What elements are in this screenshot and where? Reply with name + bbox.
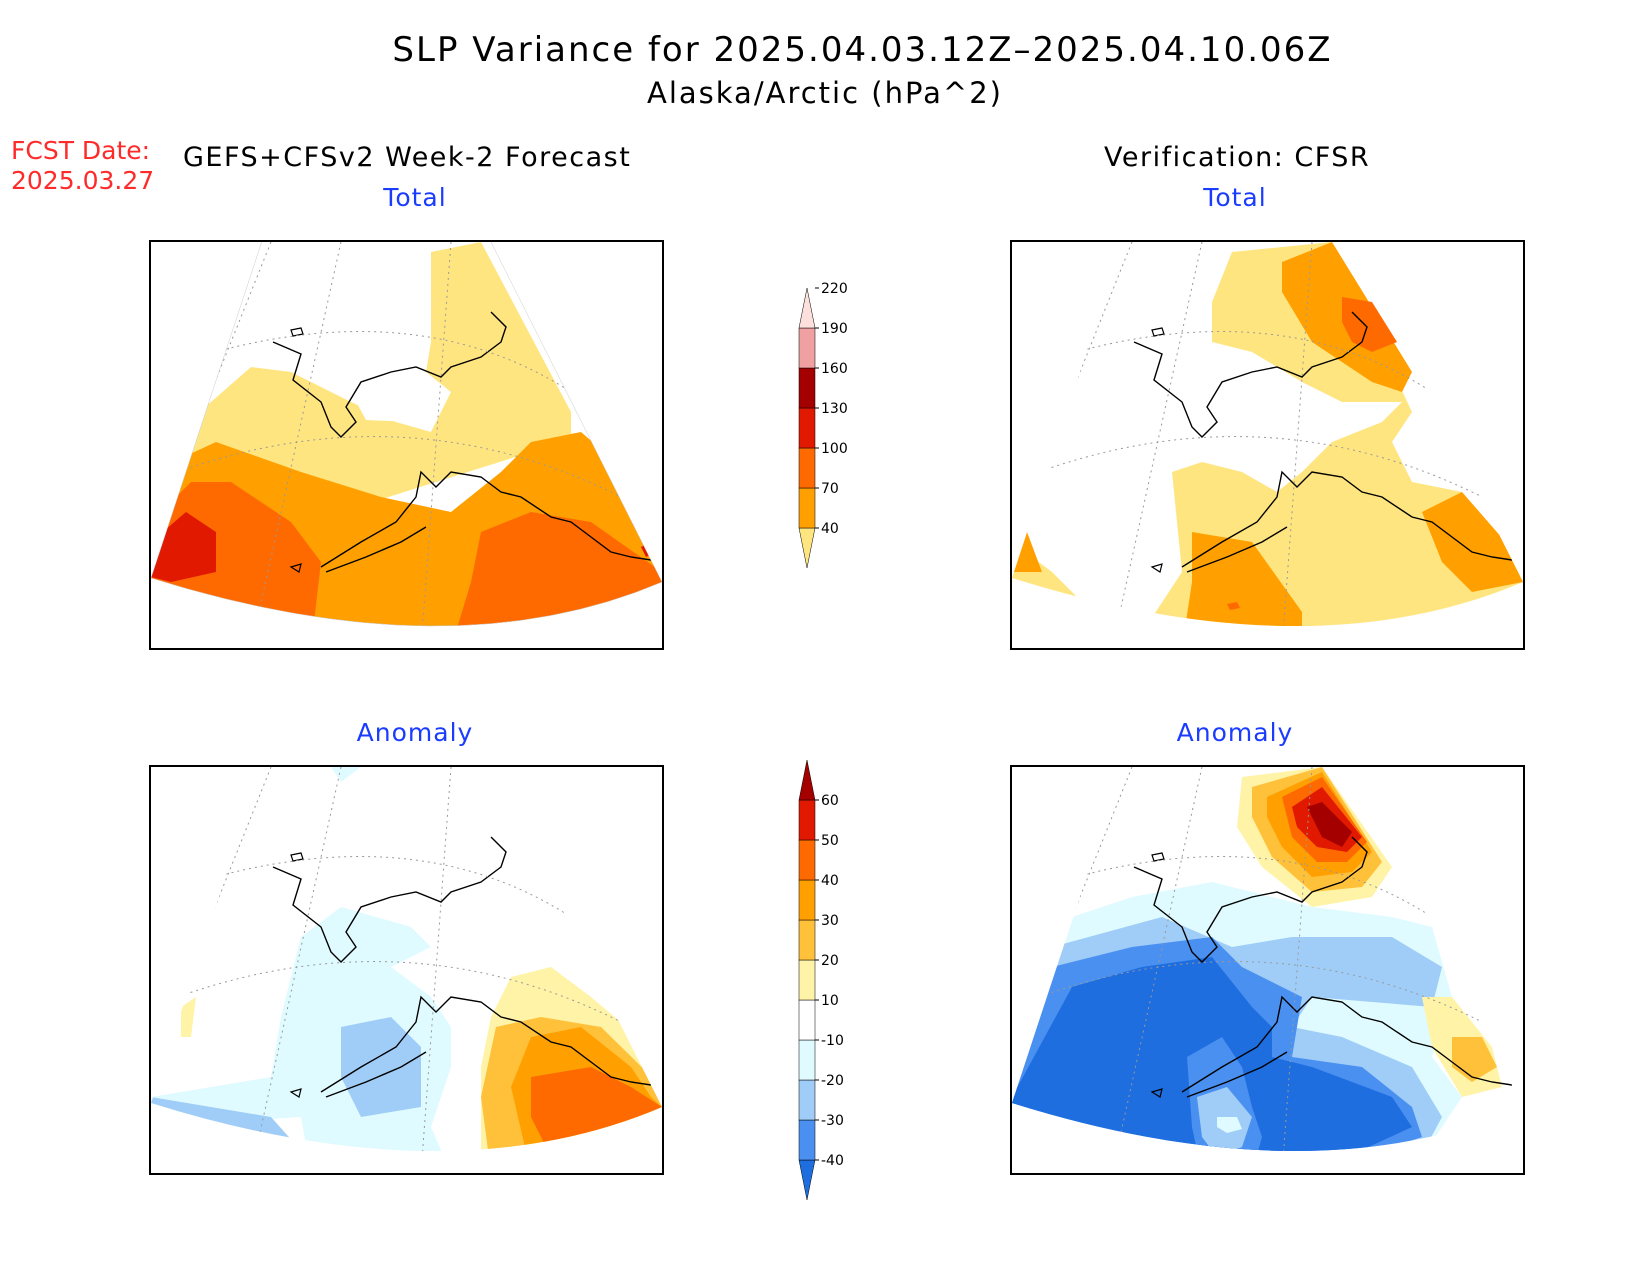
verification-anomaly-map (1010, 765, 1525, 1175)
total-colorbar-tick-label: 190 (821, 321, 848, 337)
anomaly-colorbar-swatch (798, 1119, 816, 1161)
total-colorbar-swatch (798, 487, 816, 529)
anomaly-colorbar-tick-label: 10 (821, 993, 839, 1009)
total-colorbar: 40 70 100 130 160 190 220 (798, 281, 848, 569)
anomaly-colorbar-tick-label: 60 (821, 793, 839, 809)
anomaly-colorbar-swatch (798, 919, 816, 961)
anomaly-colorbar-swatch (798, 879, 816, 921)
total-colorbar-swatch (798, 407, 816, 449)
total-colorbar-swatch (798, 367, 816, 409)
total-colorbar-swatch (798, 287, 816, 329)
forecast-anomaly-map (149, 765, 664, 1175)
anomaly-colorbar-tick-label: 40 (821, 873, 839, 889)
anomaly-colorbar-tick-label: 50 (821, 833, 839, 849)
total-colorbar-tick-label: 100 (821, 441, 848, 457)
main-title: SLP Variance for 2025.04.03.12Z–2025.04.… (392, 30, 1333, 70)
total-colorbar-tick-label: 160 (821, 361, 848, 377)
forecast-total-map (149, 240, 664, 650)
forecast-column-heading: GEFS+CFSv2 Week-2 Forecast (183, 142, 632, 173)
total-colorbar-tick-label: 40 (821, 521, 839, 537)
anomaly-colorbar-swatch (798, 839, 816, 881)
total-colorbar-swatch (798, 447, 816, 489)
anomaly-colorbar-swatch (798, 759, 816, 801)
total-colorbar-tick-label: 220 (821, 281, 848, 297)
anomaly-colorbar-tick-label: -40 (821, 1153, 844, 1169)
anomaly-colorbar-swatch (798, 1159, 816, 1201)
anomaly-colorbar-tick-label: 30 (821, 913, 839, 929)
anomaly-colorbar-tick-label: -10 (821, 1033, 844, 1049)
anomaly-colorbar-swatch (798, 1039, 816, 1081)
forecast-anomaly-map-svg (151, 767, 662, 1152)
forecast-total-map-svg (151, 242, 662, 627)
verification-anomaly-title: Anomaly (1176, 718, 1294, 747)
anomaly-colorbar-swatch (798, 1079, 816, 1121)
total-colorbar-tick-label: 130 (821, 401, 848, 417)
anomaly-colorbar-tick-label: -20 (821, 1073, 844, 1089)
anomaly-colorbar-tick-label: 20 (821, 953, 839, 969)
anomaly-colorbar-swatch (798, 799, 816, 841)
verification-anomaly-map-svg (1012, 767, 1523, 1152)
anomaly-colorbar-swatch (798, 999, 816, 1041)
total-colorbar-swatch (798, 527, 816, 569)
verification-total-title: Total (1203, 183, 1267, 212)
main-subtitle: Alaska/Arctic (hPa^2) (647, 76, 1003, 110)
verification-column-heading: Verification: CFSR (1104, 142, 1371, 173)
forecast-date-value: 2025.03.27 (11, 166, 155, 195)
forecast-date-block: FCST Date: 2025.03.27 (11, 136, 154, 196)
total-colorbar-swatch (798, 327, 816, 369)
anomaly-colorbar-swatch (798, 959, 816, 1001)
anomaly-colorbar: -40 -30 -20 -10 10 20 30 40 50 60 (798, 759, 844, 1201)
forecast-total-title: Total (383, 183, 447, 212)
forecast-anomaly-title: Anomaly (356, 718, 474, 747)
forecast-date-label: FCST Date: (11, 136, 151, 165)
verification-total-map (1010, 240, 1525, 650)
verification-total-map-svg (1012, 242, 1523, 627)
anomaly-colorbar-tick-label: -30 (821, 1113, 844, 1129)
total-colorbar-tick-label: 70 (821, 481, 839, 497)
